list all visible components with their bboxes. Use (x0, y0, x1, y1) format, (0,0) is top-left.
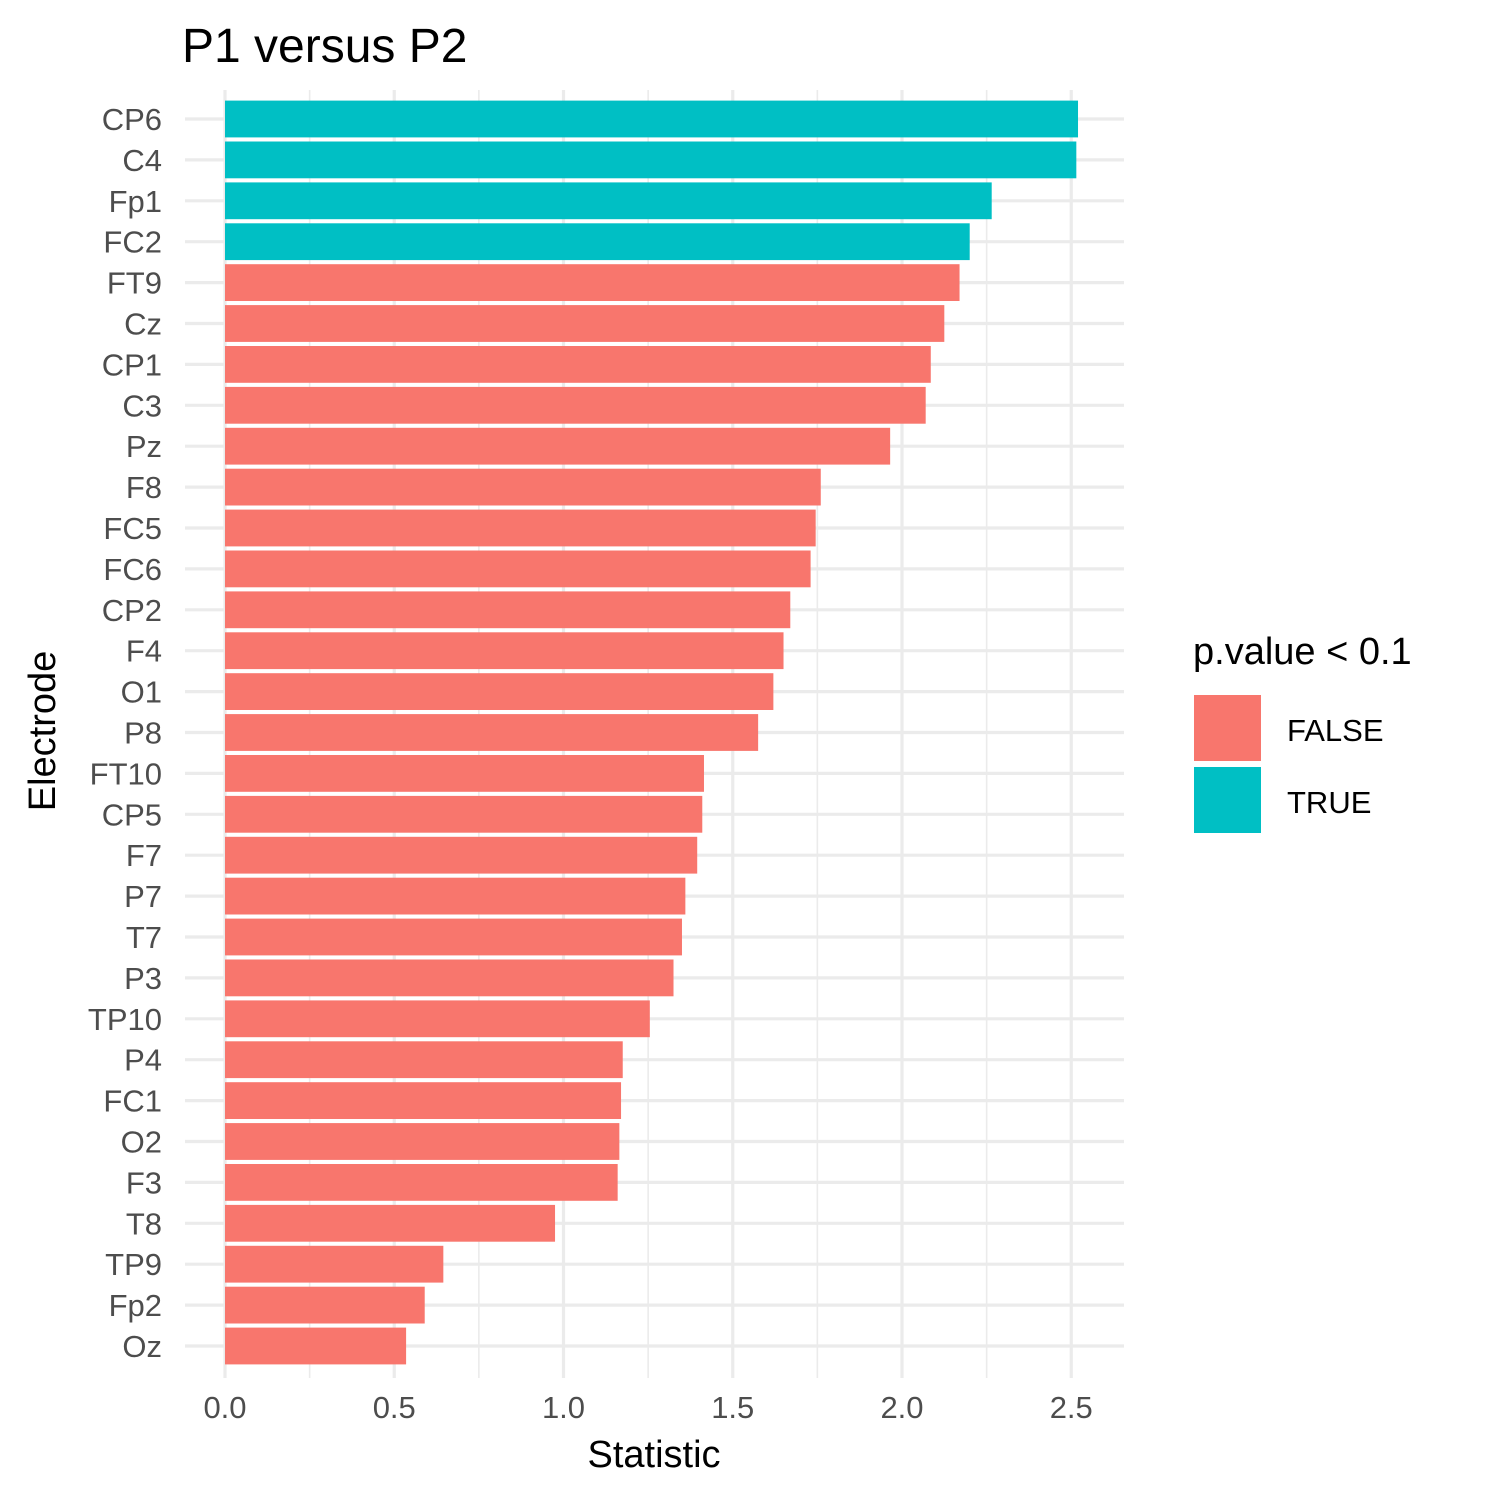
bar-cp1 (225, 346, 931, 383)
legend-title: p.value < 0.1 (1193, 631, 1412, 673)
legend-swatch-false (1194, 695, 1261, 761)
bar-f8 (225, 468, 821, 506)
x-tick-label: 1.0 (542, 1390, 585, 1425)
x-tick-label: 1.5 (711, 1390, 754, 1425)
bar-f4 (225, 632, 784, 670)
bar-cp6 (225, 100, 1079, 138)
y-tick-label: CP2 (102, 593, 162, 628)
bar-ft9 (225, 264, 960, 301)
y-tick-label: O2 (121, 1125, 162, 1160)
legend-label-true: TRUE (1287, 785, 1371, 820)
x-tick-labels: 0.0 0.5 1.0 1.5 2.0 2.5 (203, 1390, 1092, 1425)
y-tick-label: Cz (124, 307, 162, 342)
y-tick-label: CP6 (102, 102, 162, 137)
y-tick-label: F3 (126, 1165, 162, 1200)
bar-f3 (225, 1164, 618, 1201)
bar-fc6 (225, 550, 811, 588)
bar-oz (225, 1327, 407, 1365)
bar-f7 (225, 836, 698, 874)
bar-t8 (225, 1204, 556, 1242)
y-tick-label: Fp1 (109, 184, 162, 219)
y-tick-label: FT10 (90, 756, 162, 791)
y-tick-label: FC6 (103, 552, 162, 587)
y-tick-label: TP10 (88, 1002, 162, 1037)
bar-p3 (225, 959, 674, 997)
y-tick-label: FC1 (103, 1084, 162, 1119)
bar-t7 (225, 918, 682, 956)
y-tick-label: P7 (124, 879, 162, 914)
legend-label-false: FALSE (1287, 713, 1384, 748)
bar-p4 (225, 1041, 623, 1079)
y-tick-label: FC2 (103, 225, 162, 260)
y-tick-label: FT9 (107, 266, 162, 301)
y-tick-label: C4 (122, 143, 162, 178)
bar-p7 (225, 877, 686, 915)
x-axis-title: Statistic (587, 1434, 720, 1476)
bar-ft10 (225, 755, 704, 792)
legend-swatch-true (1194, 767, 1261, 833)
x-tick-label: 0.0 (203, 1390, 246, 1425)
x-tick-label: 2.5 (1050, 1390, 1093, 1425)
y-tick-label: C3 (122, 388, 162, 423)
y-tick-label: CP1 (102, 347, 162, 382)
bar-tp10 (225, 1000, 650, 1038)
y-tick-label: F7 (126, 838, 162, 873)
y-tick-label: Oz (122, 1329, 162, 1364)
bar-fc2 (225, 223, 970, 261)
y-tick-label: P3 (124, 961, 162, 996)
x-tick-label: 0.5 (373, 1390, 416, 1425)
y-tick-label: TP9 (105, 1247, 162, 1282)
y-tick-label: T8 (126, 1206, 162, 1241)
bar-c4 (225, 141, 1077, 179)
bar-p8 (225, 714, 759, 751)
bar-o1 (225, 673, 774, 710)
y-tick-label: FC5 (103, 511, 162, 546)
bar-fp2 (225, 1286, 425, 1324)
bar-cp2 (225, 591, 791, 629)
bars (225, 100, 1079, 1365)
bar-tp9 (225, 1245, 444, 1283)
bar-cz (225, 305, 945, 342)
bar-c3 (225, 386, 926, 424)
y-tick-label: T7 (126, 920, 162, 955)
y-tick-label: Pz (126, 429, 162, 464)
y-tick-label: F8 (126, 470, 162, 505)
y-tick-labels: CP6 C4 Fp1 FC2 FT9 Cz CP1 C3 Pz F8 FC5 FC6 CP2 F4 O1 P8… (88, 102, 162, 1364)
y-tick-label: CP5 (102, 797, 162, 832)
legend: p.value < 0.1 FALSE TRUE (1193, 631, 1412, 833)
bar-cp5 (225, 795, 703, 833)
y-tick-label: P8 (124, 716, 162, 751)
x-tick-label: 2.0 (880, 1390, 923, 1425)
bar-pz (225, 427, 891, 465)
bar-fc1 (225, 1082, 622, 1119)
y-tick-label: F4 (126, 634, 162, 669)
y-tick-label: O1 (121, 675, 162, 710)
bar-fp1 (225, 182, 992, 220)
bar-fc5 (225, 509, 816, 547)
y-axis-title: Electrode (22, 651, 64, 812)
chart-title: P1 versus P2 (182, 20, 467, 73)
y-tick-label: P4 (124, 1043, 162, 1078)
bar-o2 (225, 1123, 620, 1160)
y-tick-label: Fp2 (109, 1288, 162, 1323)
